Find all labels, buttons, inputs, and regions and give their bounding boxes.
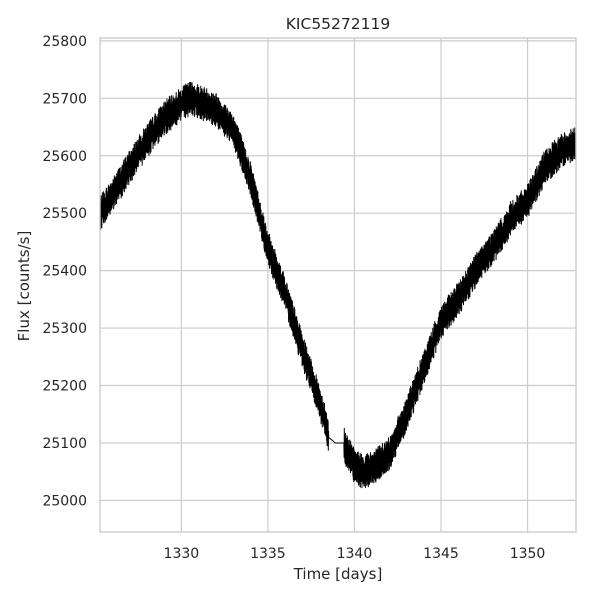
- y-axis-label: Flux [counts/s]: [15, 231, 33, 342]
- y-tick-label: 25700: [42, 91, 87, 107]
- x-tick-label: 1330: [164, 546, 200, 562]
- x-tick-labels: 1330 1335 1340 1345 1350: [164, 546, 546, 562]
- plot-frame: [99, 37, 577, 533]
- y-tick-label: 25400: [42, 264, 87, 280]
- y-tick-label: 25100: [42, 436, 87, 452]
- y-tick-labels: 25000 25100 25200 25300 25400 25500 25600 25700…: [42, 34, 87, 510]
- y-tick-label: 25300: [42, 321, 87, 337]
- y-tick-label: 25600: [42, 149, 87, 165]
- y-tick-label: 25500: [42, 206, 87, 222]
- y-tick-label: 25200: [42, 379, 87, 395]
- flux-series-line: [99, 81, 577, 489]
- chart-title: KIC55272119: [286, 15, 390, 33]
- x-tick-label: 1345: [423, 546, 459, 562]
- x-tick-label: 1340: [337, 546, 373, 562]
- x-tick-label: 1350: [510, 546, 546, 562]
- x-tick-label: 1335: [250, 546, 286, 562]
- grid-lines: [100, 38, 576, 532]
- y-tick-label: 25800: [42, 34, 87, 50]
- y-tick-label: 25000: [42, 493, 87, 509]
- x-axis-label: Time [days]: [293, 565, 383, 583]
